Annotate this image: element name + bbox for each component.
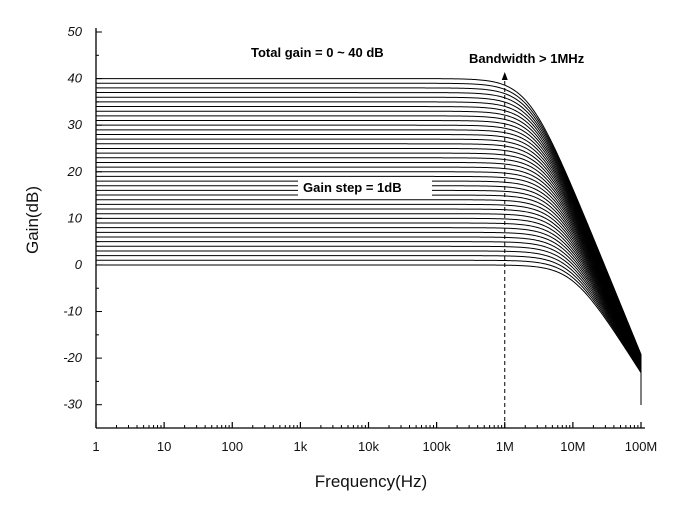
y-tick-label: 10	[68, 210, 83, 225]
y-tick-label: 50	[68, 24, 83, 39]
gain-curve-10db	[96, 217, 642, 405]
x-tick-label: 100	[221, 439, 243, 454]
gain-curve-15db	[96, 194, 642, 405]
gain-curve-14db	[96, 199, 642, 405]
gain-curve-2db	[96, 255, 642, 405]
gain-curve-25db	[96, 147, 642, 405]
gain-curve-22db	[96, 161, 642, 405]
gain-step-label-bg	[298, 178, 432, 197]
axes	[95, 28, 645, 429]
x-tick-label: 100M	[625, 439, 658, 454]
gain-curve-19db	[96, 175, 642, 405]
gain-curve-18db	[96, 180, 642, 405]
gain-curve-24db	[96, 152, 642, 405]
x-tick-label: 1	[92, 439, 99, 454]
gain-curve-11db	[96, 213, 642, 405]
x-tick-label: 1M	[496, 439, 514, 454]
x-axis-title: Frequency(Hz)	[315, 472, 427, 491]
gain-curve-4db	[96, 245, 642, 405]
gain-curve-23db	[96, 157, 642, 405]
gain-curve-30db	[96, 124, 642, 405]
y-tick-label: 20	[67, 164, 83, 179]
gain-curve-36db	[96, 96, 642, 405]
x-tick-label: 10M	[560, 439, 585, 454]
gain-curve-38db	[96, 87, 642, 405]
gain-curve-1db	[96, 259, 642, 405]
gain-curve-12db	[96, 208, 642, 405]
x-tick-label: 100k	[423, 439, 452, 454]
gain-curve-13db	[96, 203, 642, 405]
y-tick-label: -10	[63, 304, 83, 319]
y-axis-title: Gain(dB)	[23, 186, 42, 254]
x-tick-label: 1k	[294, 439, 308, 454]
y-tick-label: -20	[63, 350, 83, 365]
y-tick-label: 40	[68, 71, 83, 86]
gain-curve-3db	[96, 250, 642, 405]
gain-curve-8db	[96, 227, 642, 405]
bandwidth-arrow-icon	[501, 72, 508, 80]
gain-curve-9db	[96, 222, 642, 405]
gain-curves	[96, 78, 642, 405]
y-axis-ticks: 50 40 30 20 10 0 -10 -20 -30	[63, 24, 102, 412]
y-tick-label: 30	[68, 117, 83, 132]
gain-step-annotation: Gain step = 1dB	[303, 180, 402, 195]
gain-curve-0db	[96, 264, 642, 405]
gain-curve-39db	[96, 82, 642, 405]
gain-curve-29db	[96, 129, 642, 405]
gain-curve-40db	[96, 78, 642, 405]
gain-curve-37db	[96, 92, 642, 405]
gain-curve-33db	[96, 110, 642, 405]
gain-curve-28db	[96, 133, 642, 405]
bandwidth-annotation: Bandwidth > 1MHz	[469, 51, 585, 66]
gain-curve-34db	[96, 106, 642, 405]
x-axis-ticks: 1 10 100 1k 10k 100k 1M 10M 100M	[92, 422, 657, 454]
gain-curve-27db	[96, 138, 642, 405]
total-gain-annotation: Total gain = 0 ~ 40 dB	[251, 45, 384, 60]
gain-curve-20db	[96, 171, 642, 405]
y-tick-label: 0	[75, 257, 83, 272]
x-tick-label: 10k	[358, 439, 379, 454]
gain-curve-5db	[96, 241, 642, 405]
gain-curve-26db	[96, 143, 642, 405]
y-tick-label: -30	[63, 397, 83, 412]
x-tick-label: 10	[157, 439, 171, 454]
gain-curve-31db	[96, 120, 642, 405]
gain-curve-35db	[96, 101, 642, 405]
gain-curve-21db	[96, 166, 642, 405]
gain-curve-7db	[96, 231, 642, 405]
gain-curve-6db	[96, 236, 642, 405]
gain-curve-32db	[96, 115, 642, 405]
